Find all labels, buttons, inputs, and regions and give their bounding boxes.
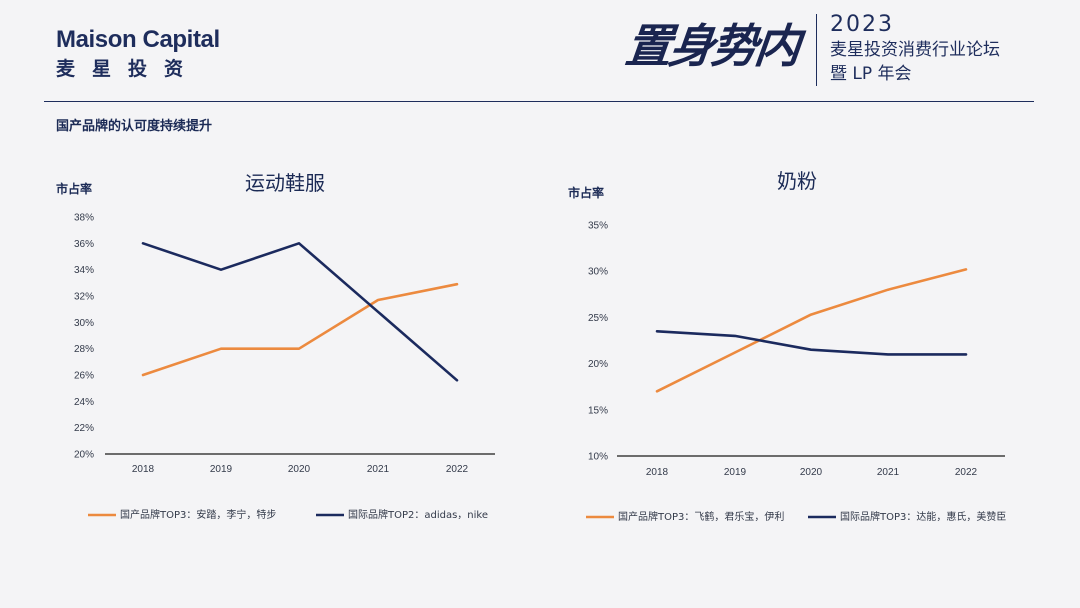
y-tick-label: 20% [74,450,94,461]
x-tick-label: 2019 [210,464,233,475]
page-subtitle: 国产品牌的认可度持续提升 [56,119,213,134]
y-tick-label: 28% [74,344,94,355]
x-tick-label: 2019 [724,467,747,478]
event-subname: 暨 LP 年会 [830,64,912,84]
y-axis-label: 市占率 [56,181,92,196]
x-tick-label: 2020 [800,467,823,478]
x-tick-label: 2018 [132,464,155,475]
legend-label-international: 国际品牌TOP2：adidas，nike [348,508,488,521]
event-title: 2023 麦星投资消费行业论坛 暨 LP 年会 [830,12,1000,86]
series-line-international [141,242,459,382]
y-tick-label: 20% [588,359,608,370]
chart-title: 奶粉 [777,169,817,193]
series-line-international [655,329,968,356]
brand-logo: Maison Capital 麦星投资 [56,26,220,82]
chart-title: 运动鞋服 [245,171,325,195]
legend-label-domestic: 国产品牌TOP3：飞鹤，君乐宝，伊利 [618,510,784,523]
y-tick-label: 25% [588,313,608,324]
header-divider [816,14,817,86]
header-rule [44,101,1034,102]
y-tick-label: 32% [74,292,94,303]
y-tick-label: 30% [588,267,608,278]
event-name: 麦星投资消费行业论坛 [830,40,1000,60]
y-tick-label: 22% [74,423,94,434]
y-axis-label: 市占率 [568,185,604,200]
x-tick-label: 2021 [877,467,900,478]
y-tick-label: 30% [74,318,94,329]
brand-name-cn: 麦星投资 [56,58,201,80]
x-tick-label: 2022 [446,464,469,475]
y-tick-label: 15% [588,405,608,416]
y-tick-label: 36% [74,239,94,250]
y-tick-label: 34% [74,265,94,276]
x-tick-label: 2018 [646,467,669,478]
event-year: 2023 [830,12,894,37]
y-tick-label: 24% [74,397,94,408]
legend-label-domestic: 国产品牌TOP3：安踏，李宁，特步 [120,508,276,521]
y-tick-label: 26% [74,371,94,382]
y-tick-label: 10% [588,452,608,463]
x-tick-label: 2020 [288,464,311,475]
x-tick-label: 2021 [367,464,390,475]
y-tick-label: 35% [588,221,608,232]
y-tick-label: 38% [74,213,94,224]
legend-label-international: 国际品牌TOP3：达能，惠氏，美赞臣 [840,510,1006,523]
series-line-domestic [655,268,968,393]
x-tick-label: 2022 [955,467,978,478]
brand-name-en: Maison Capital [56,26,220,53]
series-line-domestic [141,282,459,377]
